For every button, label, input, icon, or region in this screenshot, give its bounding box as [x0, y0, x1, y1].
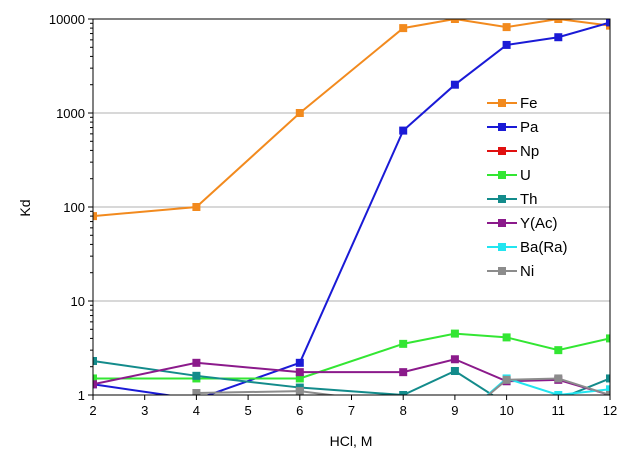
- x-tick-label: 4: [193, 403, 200, 418]
- data-point-y-ac: [450, 355, 459, 364]
- series-layer: [93, 19, 610, 427]
- data-point-u: [606, 334, 610, 343]
- series-pa: [93, 19, 610, 395]
- data-point-fe: [295, 109, 304, 117]
- gridlines: [93, 112, 610, 302]
- legend-swatch-marker: [498, 243, 506, 251]
- legend-item-th: Th: [487, 191, 538, 208]
- x-tick-label: 8: [400, 403, 407, 418]
- legend-item-u: U: [487, 167, 531, 184]
- data-point-th: [450, 367, 459, 376]
- series-th: [93, 356, 610, 395]
- data-point-th: [93, 356, 97, 365]
- series-line-fe: [93, 19, 610, 218]
- legend-label: Th: [520, 191, 538, 208]
- x-tick-label: 7: [348, 403, 355, 418]
- data-point-th: [399, 391, 408, 395]
- x-tick-label: 6: [296, 403, 303, 418]
- legend-label: Y(Ac): [520, 215, 558, 232]
- data-point-fe: [192, 203, 201, 211]
- legend-swatch-marker: [498, 171, 506, 179]
- data-point-ni: [295, 387, 304, 395]
- x-tick-label: 5: [244, 403, 251, 418]
- legend-swatch-marker: [498, 195, 506, 203]
- data-point-fe: [502, 23, 511, 32]
- y-tick-label: 100: [63, 200, 85, 215]
- data-point-u: [399, 339, 408, 348]
- data-point-y-ac: [295, 368, 304, 377]
- x-tick-label: 11: [552, 403, 566, 418]
- series-fe: [93, 19, 610, 221]
- legend: Fe Pa Np U Th Y(Ac) Ba(Ra) Ni: [487, 95, 568, 280]
- data-point-u: [554, 346, 563, 355]
- ticks: 1 10 100 1000 10000 2 3 4 5 6 7 8 9 10 11 12: [49, 12, 617, 418]
- legend-swatch-marker: [498, 147, 506, 155]
- legend-swatch-marker: [498, 219, 506, 227]
- data-point-u: [295, 374, 304, 383]
- x-tick-label: 12: [603, 403, 617, 418]
- data-point-ba-ra: [606, 385, 610, 394]
- legend-item-ni: Ni: [487, 263, 534, 280]
- series-line-y-ac: [93, 358, 610, 395]
- data-point-th: [606, 374, 610, 383]
- x-tick-label: 9: [451, 403, 458, 418]
- data-point-ni: [502, 375, 511, 384]
- y-tick-label: 1000: [56, 106, 85, 121]
- data-point-y-ac: [93, 380, 97, 389]
- series-ba-ra: [451, 374, 610, 427]
- legend-item-y-ac: Y(Ac): [487, 215, 558, 232]
- legend-item-np: Np: [487, 143, 539, 160]
- data-point-y-ac: [399, 368, 408, 377]
- data-point-pa: [399, 126, 408, 135]
- legend-swatch-marker: [498, 123, 506, 131]
- data-point-ni: [451, 419, 459, 427]
- data-point-u: [502, 333, 511, 342]
- data-point-ni: [192, 389, 201, 395]
- series-line-ba-ra: [485, 377, 610, 395]
- legend-label: Ni: [520, 263, 534, 280]
- data-point-fe: [554, 19, 563, 23]
- data-point-fe: [93, 212, 97, 221]
- data-point-fe: [399, 24, 408, 33]
- legend-label: Pa: [520, 119, 539, 136]
- series-line-th: [93, 360, 610, 395]
- legend-item-pa: Pa: [487, 119, 539, 136]
- legend-label: Ba(Ra): [520, 239, 568, 256]
- legend-swatch-marker: [498, 99, 506, 107]
- data-point-pa: [502, 40, 511, 49]
- x-tick-label: 2: [89, 403, 96, 418]
- data-point-y-ac: [192, 358, 201, 367]
- x-axis-title: HCl, M: [330, 433, 373, 449]
- series-ni: [192, 374, 610, 427]
- y-tick-label: 1: [78, 388, 85, 403]
- data-point-u: [93, 374, 97, 383]
- data-point-th: [192, 371, 201, 380]
- data-point-pa: [295, 358, 304, 367]
- data-point-ni: [554, 374, 563, 383]
- legend-item-ba-ra: Ba(Ra): [487, 239, 568, 256]
- x-tick-label: 3: [141, 403, 148, 418]
- y-tick-label: 10: [71, 294, 85, 309]
- legend-label: Np: [520, 143, 539, 160]
- series-u: [93, 329, 610, 383]
- legend-label: U: [520, 167, 531, 184]
- legend-item-fe: Fe: [487, 95, 538, 112]
- data-point-ba-ra: [451, 419, 459, 427]
- data-point-ni: [606, 391, 610, 395]
- data-point-fe: [450, 19, 459, 23]
- legend-swatch-marker: [498, 267, 506, 275]
- y-tick-label: 10000: [49, 12, 85, 27]
- data-point-u: [450, 329, 459, 338]
- data-point-pa: [606, 19, 610, 27]
- y-axis-title: Kd: [17, 199, 33, 216]
- data-point-pa: [450, 80, 459, 89]
- x-tick-label: 10: [499, 403, 513, 418]
- data-point-pa: [554, 33, 563, 42]
- data-point-ba-ra: [554, 391, 563, 395]
- legend-label: Fe: [520, 95, 538, 112]
